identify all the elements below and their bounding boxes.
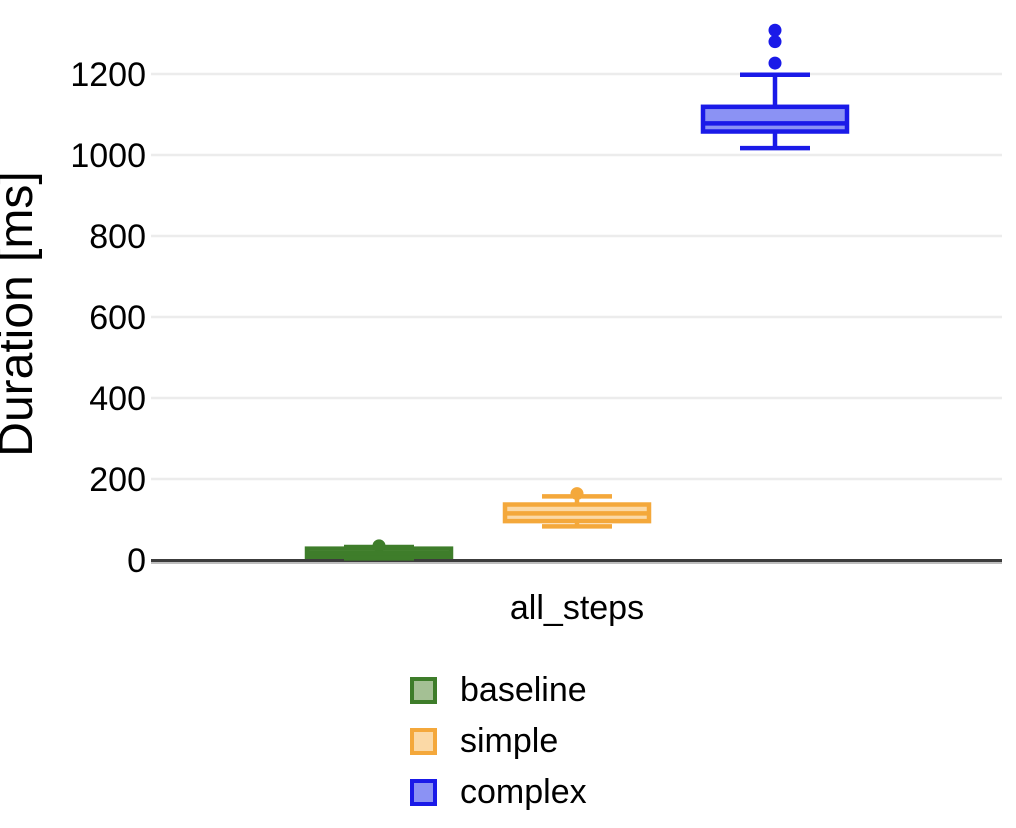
legend-swatch-baseline — [410, 677, 437, 704]
y-axis-title: Duration [ms] — [0, 171, 43, 456]
legend-label-baseline: baseline — [460, 671, 587, 709]
box-complex — [700, 104, 850, 134]
outlier-baseline-0 — [372, 539, 386, 553]
outlier-complex-1 — [768, 35, 782, 49]
x-category-label: all_steps — [510, 589, 644, 627]
legend-label-complex: complex — [460, 773, 587, 811]
plot-area: 0 200 400 600 800 1000 1200 Duration [ms] all_st… — [0, 23, 1002, 627]
legend-swatch-complex — [410, 779, 437, 806]
outlier-simple-0 — [570, 487, 584, 501]
y-tick-label-200: 200 — [89, 461, 146, 499]
legend-item-simple: simple — [410, 722, 587, 760]
outlier-complex-0 — [768, 56, 782, 70]
legend-swatch-simple — [410, 728, 437, 755]
outlier-complex-2 — [768, 23, 782, 37]
legend-item-baseline: baseline — [410, 671, 587, 709]
y-tick-label-800: 800 — [89, 218, 146, 256]
y-tick-label-0: 0 — [127, 542, 146, 580]
legend: baseline simple complex — [410, 671, 587, 811]
legend-label-simple: simple — [460, 722, 559, 760]
y-tick-label-1000: 1000 — [70, 137, 146, 175]
legend-item-complex: complex — [410, 773, 587, 811]
y-tick-label-600: 600 — [89, 299, 146, 337]
y-tick-label-400: 400 — [89, 380, 146, 418]
y-tick-label-1200: 1200 — [70, 56, 146, 94]
